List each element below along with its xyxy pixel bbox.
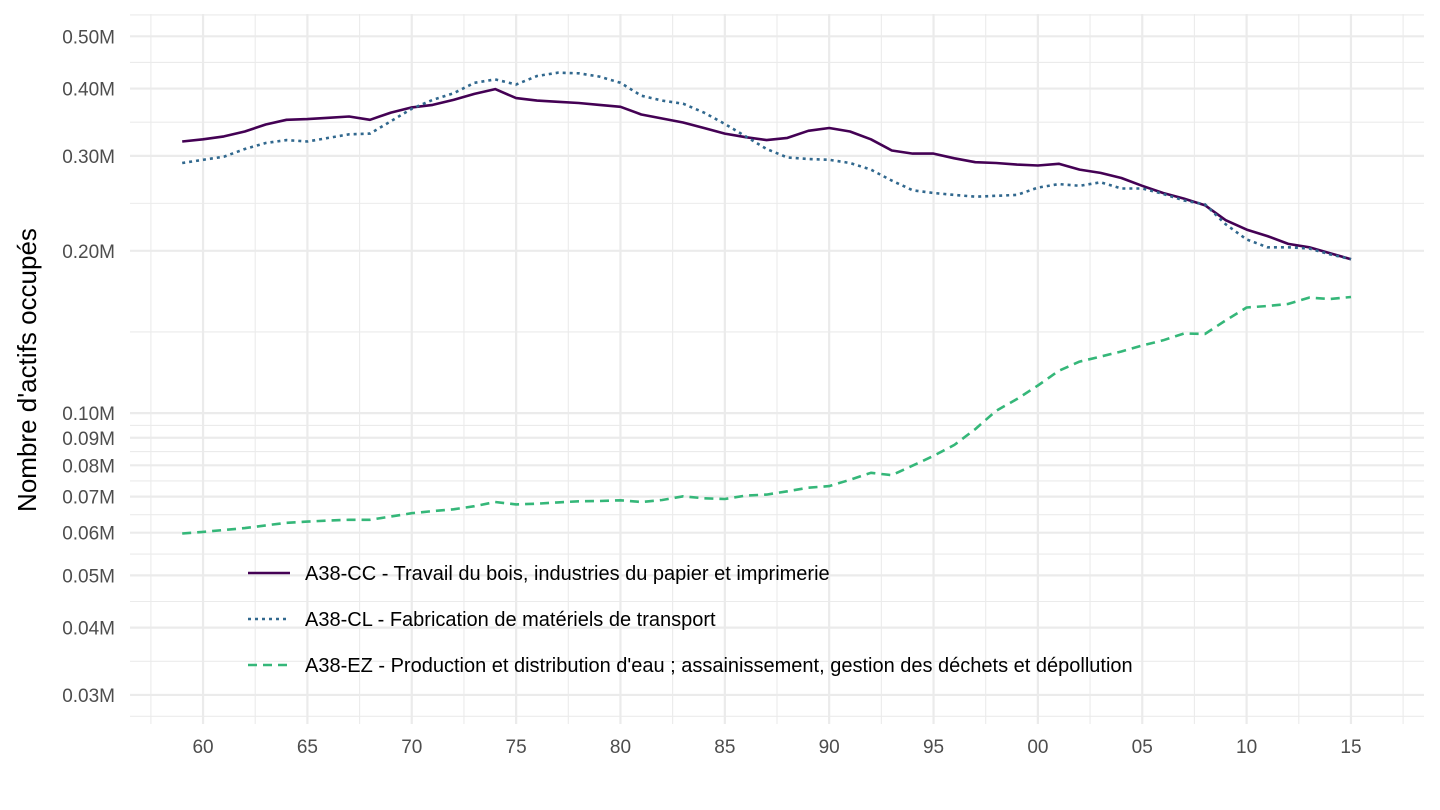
grid bbox=[130, 14, 1424, 724]
series-group bbox=[182, 71, 1352, 535]
y-axis-ticks: 0.03M 0.04M 0.05M 0.06M 0.07M 0.08M 0.09M 0.10M… bbox=[62, 27, 115, 707]
legend-label-3: A38-EZ - Production et distribution d'ea… bbox=[305, 655, 1133, 677]
x-tick-label: 65 bbox=[297, 737, 318, 758]
x-axis-ticks: 60 65 70 75 80 85 90 95 00 05 10 15 bbox=[192, 737, 1361, 758]
x-tick-label: 10 bbox=[1236, 737, 1257, 758]
x-tick-label: 70 bbox=[401, 737, 422, 758]
x-tick-label: 95 bbox=[923, 737, 944, 758]
x-tick-label: 00 bbox=[1027, 737, 1048, 758]
y-axis-title: Nombre d'actifs occupés bbox=[12, 228, 42, 512]
legend-label-1: A38-CC - Travail du bois, industries du … bbox=[305, 563, 830, 585]
y-tick-label: 0.10M bbox=[62, 404, 115, 425]
y-tick-label: 0.07M bbox=[62, 488, 115, 509]
y-tick-label: 0.05M bbox=[62, 566, 115, 587]
x-tick-label: 15 bbox=[1340, 737, 1361, 758]
y-tick-label: 0.08M bbox=[62, 456, 115, 477]
legend: A38-CC - Travail du bois, industries du … bbox=[248, 563, 1133, 677]
x-tick-label: 85 bbox=[714, 737, 735, 758]
series-line-1 bbox=[182, 87, 1352, 261]
series-line-2 bbox=[182, 71, 1352, 261]
y-tick-label: 0.50M bbox=[62, 27, 115, 48]
x-tick-label: 90 bbox=[819, 737, 840, 758]
y-tick-label: 0.40M bbox=[62, 80, 115, 101]
legend-label-2: A38-CL - Fabrication de matériels de tra… bbox=[305, 609, 716, 631]
series-line-3 bbox=[182, 295, 1352, 535]
y-tick-label: 0.20M bbox=[62, 242, 115, 263]
y-tick-label: 0.04M bbox=[62, 619, 115, 640]
y-tick-label: 0.09M bbox=[62, 429, 115, 450]
x-tick-label: 60 bbox=[192, 737, 213, 758]
y-tick-label: 0.03M bbox=[62, 686, 115, 707]
x-tick-label: 75 bbox=[506, 737, 527, 758]
y-tick-label: 0.06M bbox=[62, 524, 115, 545]
x-tick-label: 80 bbox=[610, 737, 631, 758]
y-tick-label: 0.30M bbox=[62, 147, 115, 168]
x-tick-label: 05 bbox=[1132, 737, 1153, 758]
